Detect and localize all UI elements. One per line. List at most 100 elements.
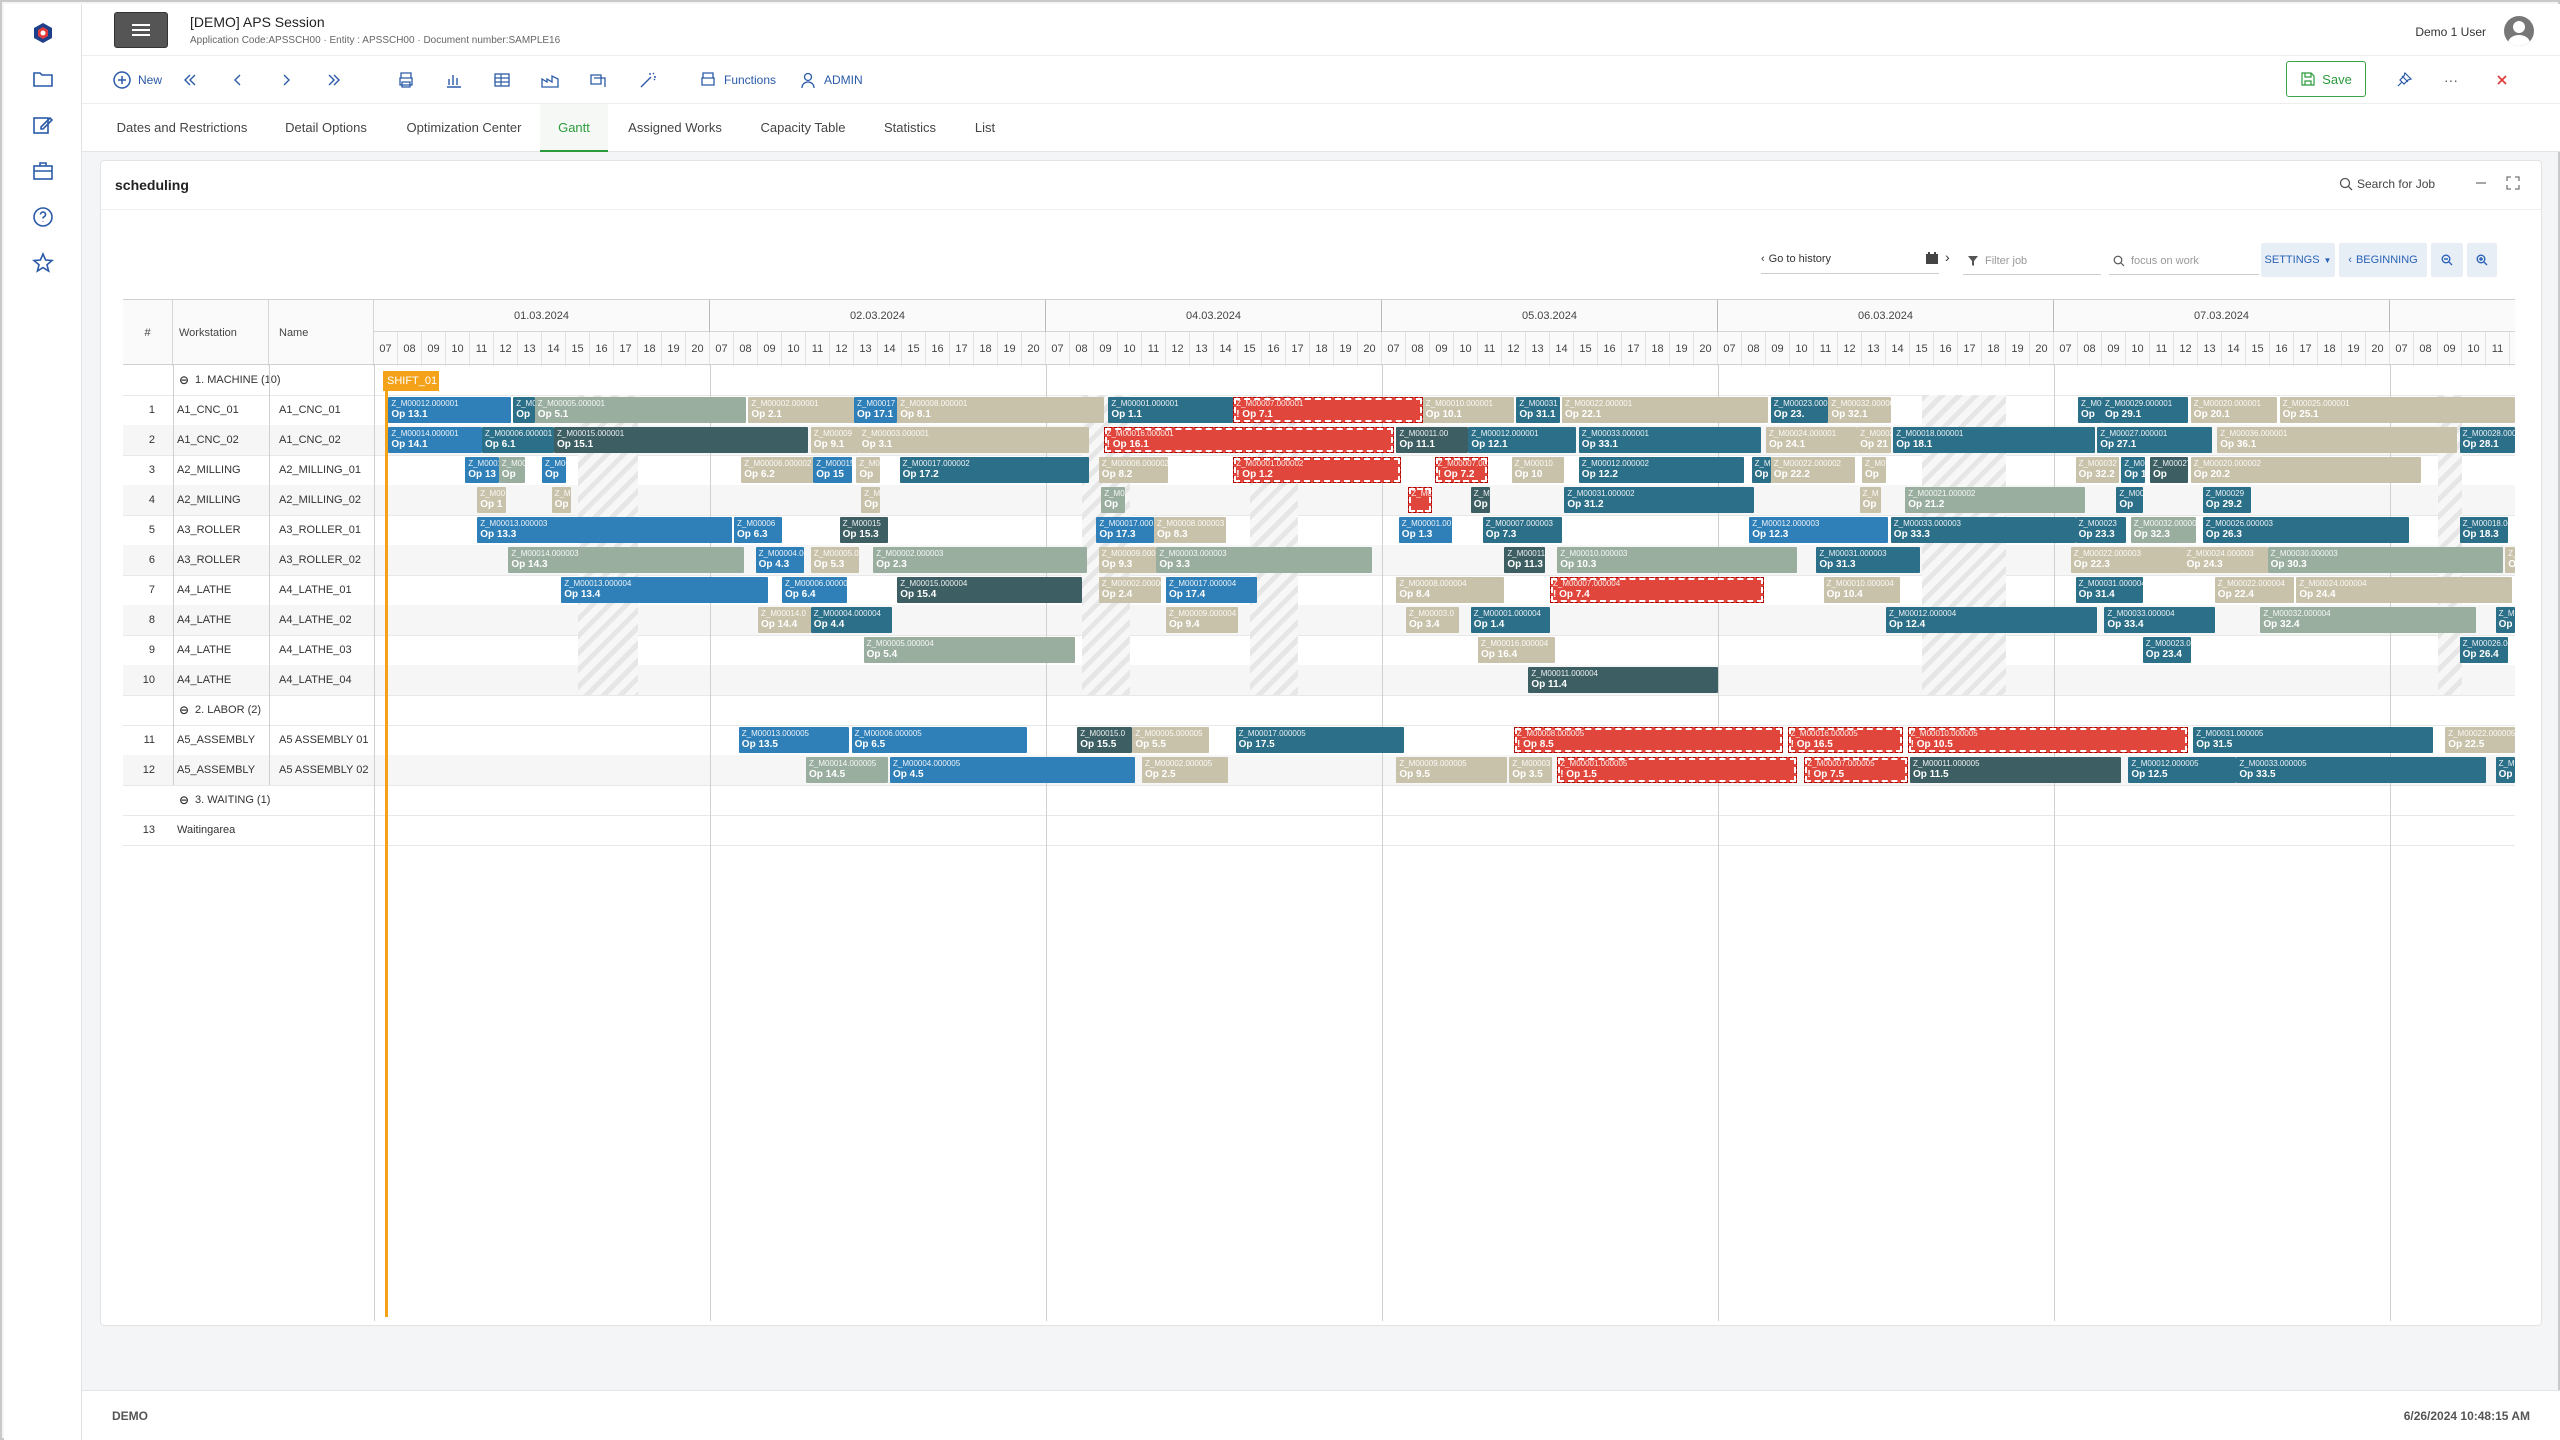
job-bar[interactable]: Z_M0 Op 1 — [2121, 457, 2146, 483]
grid-button[interactable] — [492, 68, 512, 92]
search-job-button[interactable]: Search for Job — [2339, 177, 2435, 191]
job-bar[interactable]: Z_M00013.000005 Op 13.5 — [738, 727, 850, 753]
job-bar[interactable]: Z_M00013.000003 Op 13.3 — [477, 517, 732, 543]
job-bar[interactable]: Z_M00008.000002 Op 8.2 — [1098, 457, 1169, 483]
logo-icon[interactable] — [28, 18, 58, 48]
job-bar[interactable]: Z_M00003.000003 Op 3.3 — [1156, 547, 1373, 573]
tab-detail-options[interactable]: Detail Options — [285, 120, 367, 135]
job-bar[interactable]: Z_M00029.000001 Op 29.1 — [2102, 397, 2189, 423]
job-bar[interactable]: Z_M00021Op 21 — [1857, 427, 1891, 453]
job-bar[interactable]: Z_M00036.000001 Op 36.1 — [2217, 427, 2458, 453]
job-bar[interactable]: Z_M00004.000005 Op 4.5 — [890, 757, 1135, 783]
job-bar[interactable]: Z_M00009.000004 Op 9.4 — [1166, 607, 1238, 633]
job-bar[interactable]: Z_M00014.0 Op 14.4 — [758, 607, 811, 633]
resource-row-label[interactable]: 13 Waitingarea — [123, 815, 374, 845]
job-bar[interactable]: Z_M00024.000004 Op 24.4 — [2296, 577, 2513, 603]
job-bar[interactable]: Z_M00018.000001 Op 18.1 — [1893, 427, 2095, 453]
job-bar[interactable]: Z_M00001.000001 Op 1.1 — [1108, 397, 1234, 423]
job-bar[interactable]: Z_M00029 Op 29.2 — [2202, 487, 2251, 513]
job-bar[interactable]: Z_M00011.00 Op 11.1 — [1396, 427, 1469, 453]
job-bar[interactable]: Z_M00007.000005! Op 7.5 — [1804, 757, 1908, 783]
job-bar[interactable]: Z_M00022.000001 Op 22.1 — [1562, 397, 1769, 423]
job-bar[interactable]: Z_M00010 Op 10 — [1511, 457, 1565, 483]
job-bar[interactable]: Z_M00015.0 Op 15.5 — [1077, 727, 1133, 753]
job-bar[interactable]: Z_M00002.000003 Op 2.3 — [873, 547, 1087, 573]
tab-gantt[interactable]: Gantt — [540, 104, 608, 152]
job-bar[interactable]: Z_M0 — [1408, 487, 1433, 513]
job-bar[interactable]: Z_M00008.000004 Op 8.4 — [1396, 577, 1505, 603]
job-bar[interactable]: Z_M00015 Op 15 — [813, 457, 852, 483]
job-bar[interactable]: Z_M00008.000003 Op 8.3 — [1154, 517, 1226, 543]
job-bar[interactable]: Z_M00010.000004 Op 10.4 — [1823, 577, 1901, 603]
zoom-out-button[interactable] — [2431, 243, 2463, 277]
job-bar[interactable]: Z_M00031.000005 Op 31.5 — [2193, 727, 2434, 753]
more-button[interactable]: ··· — [2444, 72, 2458, 88]
tab-list[interactable]: List — [974, 120, 996, 135]
job-bar[interactable]: Z_M00005.000004 Op 5.4 — [863, 637, 1075, 663]
job-bar[interactable]: Z_M00006.000005 Op 6.5 — [851, 727, 1027, 753]
job-bar[interactable]: Z_M00012.000003 Op 12.3 — [1749, 517, 1889, 543]
resource-row-label[interactable]: 4 A2_MILLING A2_MILLING_02 — [123, 485, 374, 515]
hamburger-menu-button[interactable] — [114, 12, 168, 48]
group-toggle[interactable]: 3. WAITING (1) — [123, 785, 374, 815]
job-bar[interactable]: Z_M00010.000001 Op 10.1 — [1422, 397, 1514, 423]
chart-button[interactable] — [444, 68, 464, 92]
job-bar[interactable]: Z_M00015 Op 15.3 — [839, 517, 888, 543]
job-bar[interactable]: Z_M00008.000005! Op 8.5 — [1514, 727, 1783, 753]
job-bar[interactable]: Z_M00022.000003 Op 22.3 — [2070, 547, 2184, 573]
group-toggle[interactable]: 1. MACHINE (10) — [123, 365, 374, 395]
previous-record-button[interactable] — [228, 68, 248, 92]
job-bar[interactable]: Z_M00024.000001 Op 24.1 — [1766, 427, 1858, 453]
group-toggle[interactable]: 2. LABOR (2) — [123, 695, 374, 725]
job-bar[interactable]: Z_M00003.0 Op 3.4 — [1406, 607, 1459, 633]
resource-row-label[interactable]: 7 A4_LATHE A4_LATHE_01 — [123, 575, 374, 605]
job-bar[interactable]: Z_M00022.000002 Op 22.2 — [1770, 457, 1855, 483]
job-bar[interactable]: Z_M00022.000004 Op 22.4 — [2214, 577, 2294, 603]
job-bar[interactable]: Z_M00002.000005 Op 2.5 — [1142, 757, 1229, 783]
job-bar[interactable]: Z_M00012.000004 Op 12.4 — [1886, 607, 2098, 633]
maximize-icon[interactable] — [2505, 175, 2521, 191]
job-bar[interactable]: Z_M00033.000003 Op 33.3 — [1890, 517, 2076, 543]
job-bar[interactable]: Z_M00017.000004 Op 17.4 — [1166, 577, 1258, 603]
resource-row-label[interactable]: 10 A4_LATHE A4_LATHE_04 — [123, 665, 374, 695]
job-bar[interactable]: Z_M00031.000003 Op 31.3 — [1816, 547, 1920, 573]
job-bar[interactable]: Z_M00012.000001 Op 13.1 — [388, 397, 511, 423]
resource-row-timeline[interactable] — [374, 665, 2515, 695]
filter-job-input[interactable]: Filter job — [1963, 247, 2101, 275]
first-record-button[interactable] — [180, 68, 200, 92]
magic-wand-button[interactable] — [638, 68, 658, 92]
job-bar[interactable]: Z_M Op — [1859, 487, 1882, 513]
factory-button[interactable] — [540, 68, 560, 92]
job-bar[interactable]: Z_M00017.000002 Op 17.2 — [899, 457, 1090, 483]
job-bar[interactable]: Z_M00033.000005 Op 33.5 — [2236, 757, 2486, 783]
job-bar[interactable]: Z_M00008.000001 Op 8.1 — [897, 397, 1104, 423]
job-bar[interactable]: Z_M00006.000004 Op 6.4 — [782, 577, 847, 603]
job-bar[interactable]: Z_M00001.000005! Op 1.5 — [1557, 757, 1798, 783]
user-name[interactable]: Demo 1 User — [2415, 25, 2486, 39]
job-bar[interactable]: Z_M00016.000004 Op 16.4 — [1478, 637, 1555, 663]
tab-statistics[interactable]: Statistics — [883, 120, 936, 135]
job-bar[interactable]: Z_M00011.000005 Op 11.5 — [1910, 757, 2122, 783]
job-bar[interactable]: Z_M00018.00 Op 18.3 — [2459, 517, 2508, 543]
focus-on-work-input[interactable]: focus on work — [2109, 247, 2259, 275]
new-button[interactable]: New — [112, 68, 162, 92]
folder-icon[interactable] — [28, 64, 58, 94]
job-bar[interactable]: Z_M00009.000005 Op 9.5 — [1396, 757, 1507, 783]
job-bar[interactable]: Z_M00007.00! Op 7.2 — [1434, 457, 1488, 483]
job-bar[interactable]: Z_M00004.000004 Op 4.4 — [810, 607, 893, 633]
job-bar[interactable]: Z_M00017.000005 Op 17.5 — [1235, 727, 1404, 753]
resource-row-label[interactable]: 5 A3_ROLLER A3_ROLLER_01 — [123, 515, 374, 545]
job-bar[interactable]: Z_M00025.000001 Op 25.1 — [2279, 397, 2515, 423]
